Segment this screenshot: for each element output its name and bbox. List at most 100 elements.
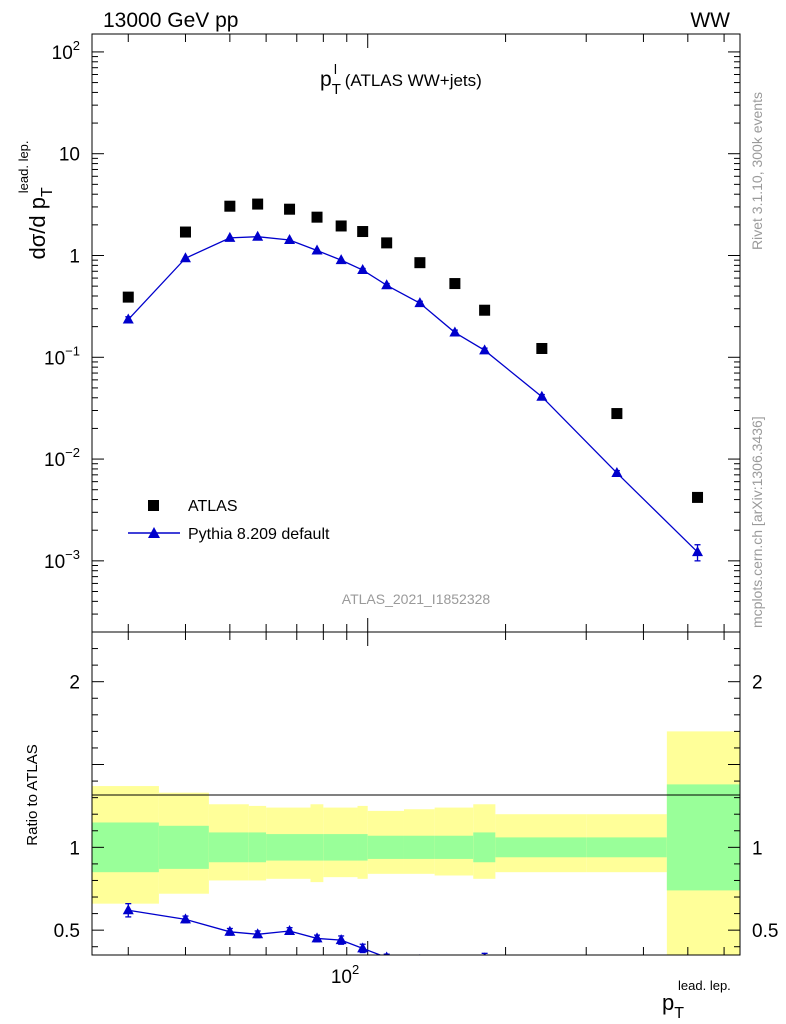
main-y-tick-label-base: 10 (44, 348, 65, 369)
plot-title-main: p (320, 68, 332, 91)
x-tick-label-100: 102 (331, 962, 359, 988)
pythia-point (179, 252, 191, 263)
atlas-point (692, 491, 704, 503)
ratio-data-series (122, 903, 488, 966)
main-data-series (122, 198, 704, 562)
main-y-tick-label-exp: −2 (65, 445, 80, 460)
atlas-point (179, 226, 191, 238)
plot-title-rest: (ATLAS WW+jets) (340, 71, 482, 90)
ratio-pythia-point (179, 913, 191, 924)
legend: ATLAS Pythia 8.209 default (128, 498, 330, 543)
atlas-point (357, 226, 369, 238)
legend-pythia-label: Pythia 8.209 default (188, 526, 330, 543)
main-y-tick-label: 10−1 (44, 343, 80, 369)
atlas-point (611, 408, 623, 420)
plot-title: pTl (ATLAS WW+jets) (320, 61, 482, 98)
ratio-pythia-point (284, 924, 296, 935)
ratio-pythia-point (384, 951, 389, 955)
pythia-point (284, 233, 296, 244)
pythia-point (611, 466, 623, 477)
ratio-axis-ticks: 0.5 0.5 1 1 2 2 (54, 631, 778, 948)
pythia-point (335, 254, 347, 265)
main-y-axis-label-sup: lead. lep. (16, 140, 31, 193)
main-y-axis-label-main: dσ/d p (25, 197, 50, 260)
header-energy-label: 13000 GeV pp (103, 9, 238, 32)
main-y-tick-label-base: 10 (52, 43, 73, 64)
ratio-uncertainty-bands (92, 731, 740, 955)
x-axis-label-sup: lead. lep. (678, 978, 731, 993)
rivet-version-label: Rivet 3.1.10, 300k events (749, 92, 765, 250)
main-y-tick-label-exp: 2 (73, 38, 80, 53)
ratio-y-tick-label-right: 1 (752, 838, 763, 859)
atlas-point (252, 198, 264, 210)
ratio-y-tick-label-right: 0.5 (752, 921, 778, 942)
x-axis-label-main: p (662, 990, 674, 1015)
atlas-point (122, 291, 134, 303)
ratio-band-green-9 (403, 835, 435, 859)
ratio-y-tick-label-right: 2 (752, 673, 763, 694)
main-y-axis-label-sub: T (39, 187, 56, 197)
ratio-y-tick-label-left: 0.5 (54, 921, 80, 942)
pythia-point (357, 264, 369, 275)
atlas-point (479, 304, 491, 316)
analysis-watermark: ATLAS_2021_I1852328 (342, 591, 491, 607)
main-y-tick-label-base: 10 (44, 552, 65, 573)
ratio-band-green-6 (323, 834, 358, 861)
ratio-pythia-point (449, 956, 460, 966)
ratio-band-green-10 (434, 835, 474, 859)
ratio-band-green-13 (586, 837, 667, 858)
plot-title-sub: T (332, 81, 341, 98)
main-y-tick-label-base: 10 (44, 450, 65, 471)
main-y-tick-label: 102 (52, 38, 80, 64)
ratio-band-green-8 (367, 835, 404, 859)
ratio-pythia-point (224, 925, 236, 936)
main-y-axis-label: dσ/d pTlead. lep. (16, 140, 56, 259)
ratio-band-green-2 (208, 832, 249, 863)
x-tick-label-100-base: 10 (331, 967, 352, 988)
atlas-point (284, 203, 296, 215)
atlas-point (381, 237, 393, 249)
main-y-tick-label: 10−2 (44, 445, 80, 471)
x-axis-label-sub: T (674, 1005, 684, 1022)
pythia-point (252, 230, 264, 241)
legend-atlas-marker (148, 500, 159, 511)
ratio-y-tick-label-left: 2 (69, 673, 80, 694)
legend-pythia-marker (148, 527, 160, 538)
mcplots-reference-label: mcplots.cern.ch [arXiv:1306.3436] (749, 416, 765, 628)
pythia-point (536, 390, 548, 401)
atlas-point (311, 211, 323, 223)
ratio-band-green-12 (495, 837, 587, 858)
ratio-band-green-5 (310, 834, 324, 861)
ratio-band-green-11 (473, 832, 496, 863)
main-y-tick-label: 1 (69, 246, 80, 267)
atlas-point (536, 342, 548, 354)
ratio-y-tick-label-left: 1 (69, 838, 80, 859)
ratio-panel-frame (91, 631, 741, 956)
ratio-pythia-point (357, 942, 369, 953)
pythia-point (311, 244, 323, 255)
ratio-pythia-point (483, 952, 487, 955)
pythia-point (414, 297, 426, 308)
plot-title-sup: l (334, 61, 337, 77)
ratio-pythia-line (128, 909, 382, 955)
main-y-tick-label: 10−3 (44, 547, 80, 573)
legend-atlas-label: ATLAS (188, 498, 238, 515)
ratio-y-axis-label: Ratio to ATLAS (24, 744, 41, 845)
main-y-tick-label: 10 (59, 145, 80, 166)
ratio-pythia-point (311, 932, 323, 943)
x-tick-label-100-exp: 2 (352, 962, 359, 977)
ratio-band-green-4 (266, 834, 311, 861)
main-y-tick-label-exp: −1 (65, 343, 80, 358)
atlas-point (224, 200, 236, 212)
main-y-tick-label-exp: −3 (65, 547, 80, 562)
ratio-pythia-point (122, 904, 134, 915)
pythia-point (449, 326, 461, 337)
pythia-point (692, 546, 704, 557)
pythia-point (381, 279, 393, 290)
atlas-point (449, 278, 461, 290)
atlas-point (414, 257, 426, 269)
header-process-label: WW (690, 9, 730, 32)
ratio-pythia-point (252, 928, 264, 939)
